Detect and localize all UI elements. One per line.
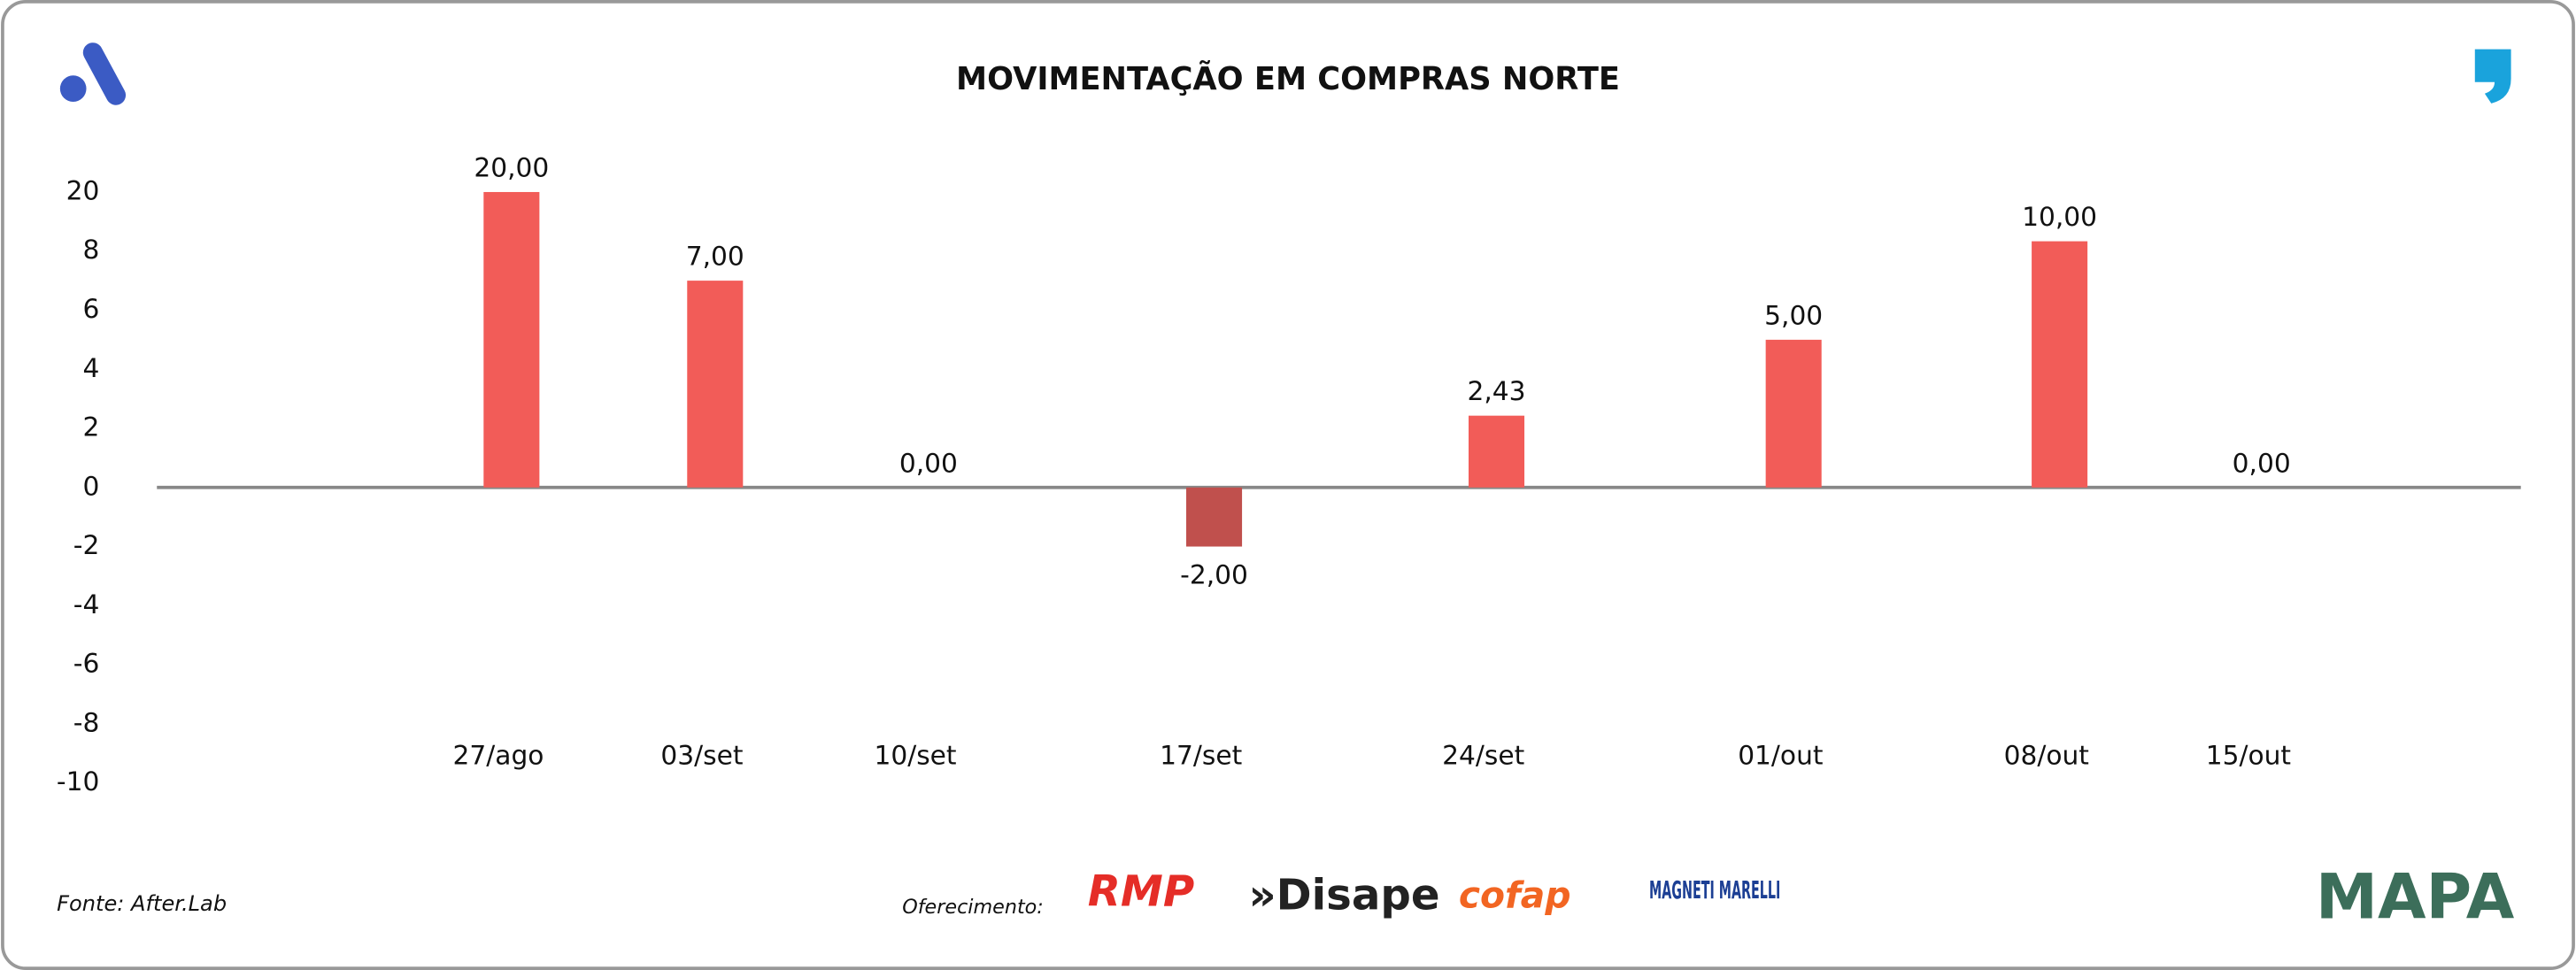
y-tick-label: 2 [82, 412, 99, 443]
sponsor-logo: MAGNETI MARELLI [1649, 875, 1780, 905]
logo-a [59, 42, 127, 105]
y-tick-label: -6 [73, 648, 100, 679]
data-label: 2,43 [1467, 375, 1525, 406]
y-tick-label: -10 [57, 766, 99, 797]
y-tick-label: 8 [82, 234, 99, 265]
sponsor-logo: »Disape [1248, 870, 1439, 920]
y-tick-label: -8 [73, 706, 100, 737]
y-tick-label: 20 [66, 174, 100, 205]
data-label: 10,00 [2022, 201, 2097, 232]
sponsor-logo: RMP [1088, 867, 1194, 917]
x-tick-label: 27/ago [453, 739, 544, 770]
data-label: 7,00 [686, 241, 744, 272]
data-label: 20,00 [474, 152, 549, 183]
logo-quote [2474, 49, 2511, 104]
y-tick-label: 0 [82, 470, 99, 501]
x-tick-label: 15/out [2206, 739, 2291, 770]
data-label: 0,00 [2233, 447, 2291, 478]
sponsor-label: Oferecimento: [902, 896, 1044, 919]
bar [687, 281, 744, 488]
source: Fonte: After.Lab [57, 891, 227, 916]
bar [1186, 487, 1243, 547]
data-label: 0,00 [899, 447, 958, 478]
x-tick-label: 17/set [1160, 739, 1242, 770]
bar [2032, 241, 2088, 488]
x-tick-label: 24/set [1442, 739, 1524, 770]
x-tick-label: 10/set [875, 739, 957, 770]
bar [1468, 415, 1525, 488]
brand-logo: MAPA [2316, 861, 2515, 934]
y-tick-label: 4 [82, 352, 99, 383]
chart-title: MOVIMENTAÇÃO EM COMPRAS NORTE [956, 60, 1620, 97]
x-tick-label: 01/out [1738, 739, 1823, 770]
x-tick-label: 03/set [660, 739, 743, 770]
data-label: -2,00 [1180, 558, 1248, 589]
data-label: 5,00 [1764, 299, 1823, 330]
x-tick-label: 08/out [2004, 739, 2089, 770]
bar [483, 191, 540, 488]
y-tick-label: -2 [73, 529, 100, 560]
bar [1765, 339, 1822, 488]
y-tick-label: 6 [82, 293, 99, 324]
y-tick-label: -4 [73, 589, 100, 620]
sponsor-logo: cofap [1459, 874, 1571, 916]
